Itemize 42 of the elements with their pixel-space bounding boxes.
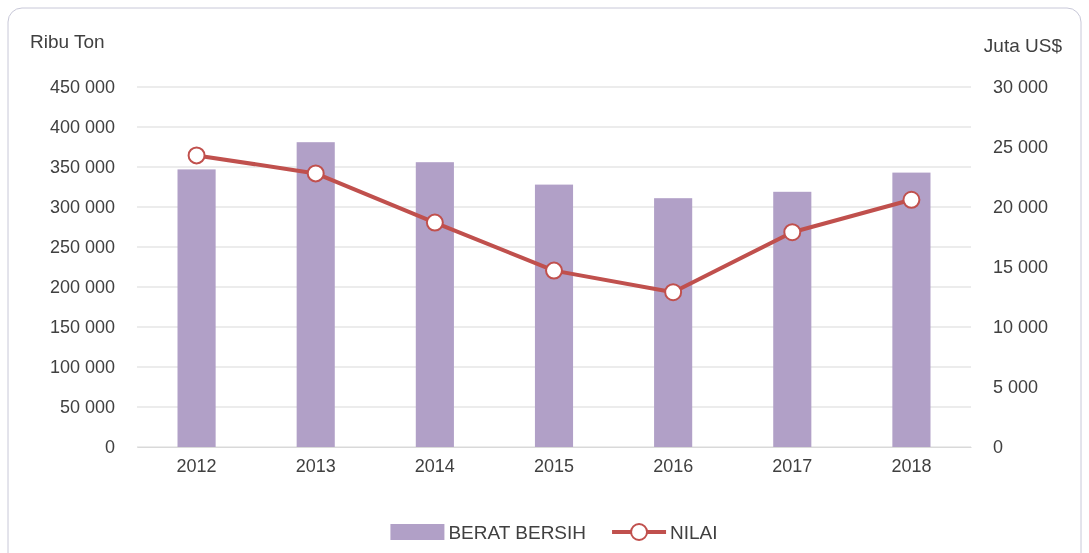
bar (177, 169, 216, 447)
bar (415, 162, 454, 447)
x-tick-label: 2014 (414, 455, 455, 476)
y-tick-label: 50 000 (59, 397, 115, 418)
y-tick-label: 200 000 (49, 277, 115, 298)
y-tick-label: 150 000 (49, 317, 115, 338)
point (545, 261, 563, 280)
point (187, 146, 206, 165)
point (783, 223, 802, 242)
y2-axis-title: Juta US$ (983, 35, 1063, 56)
x-tick-label: 2013 (295, 455, 336, 476)
y-tick-label: 450 000 (49, 77, 115, 98)
y-axis-title: Ribu Ton (30, 31, 105, 52)
legend-label: NILAI (670, 522, 718, 543)
point (306, 164, 325, 183)
y-tick-label: 100 000 (49, 357, 115, 378)
y-tick-label: 0 (104, 437, 115, 458)
x-tick-label: 2018 (891, 455, 932, 476)
y2-tick-label: 10 000 (993, 317, 1049, 338)
x-tick-label: 2012 (176, 455, 217, 476)
point (664, 283, 683, 302)
y-tick-label: 400 000 (49, 117, 115, 138)
bar (892, 172, 931, 447)
legend-label: BERAT BERSIH (448, 522, 587, 543)
bar (534, 184, 574, 447)
y-tick-label: 250 000 (49, 237, 115, 258)
y2-tick-label: 25 000 (993, 137, 1049, 158)
bar (773, 191, 812, 447)
y2-tick-label: 30 000 (993, 77, 1049, 98)
y2-tick-label: 20 000 (993, 197, 1049, 218)
bar (296, 142, 335, 447)
y2-tick-label: 5 000 (993, 377, 1039, 398)
y-tick-label: 300 000 (49, 197, 115, 218)
bar (654, 198, 693, 447)
x-tick-label: 2016 (653, 455, 694, 476)
point (902, 190, 921, 209)
y-tick-label: 350 000 (49, 157, 115, 178)
point (425, 213, 444, 232)
y2-tick-label: 0 (993, 437, 1004, 458)
x-tick-label: 2015 (533, 455, 575, 476)
y2-tick-label: 15 000 (993, 257, 1049, 278)
x-tick-label: 2017 (772, 455, 813, 476)
